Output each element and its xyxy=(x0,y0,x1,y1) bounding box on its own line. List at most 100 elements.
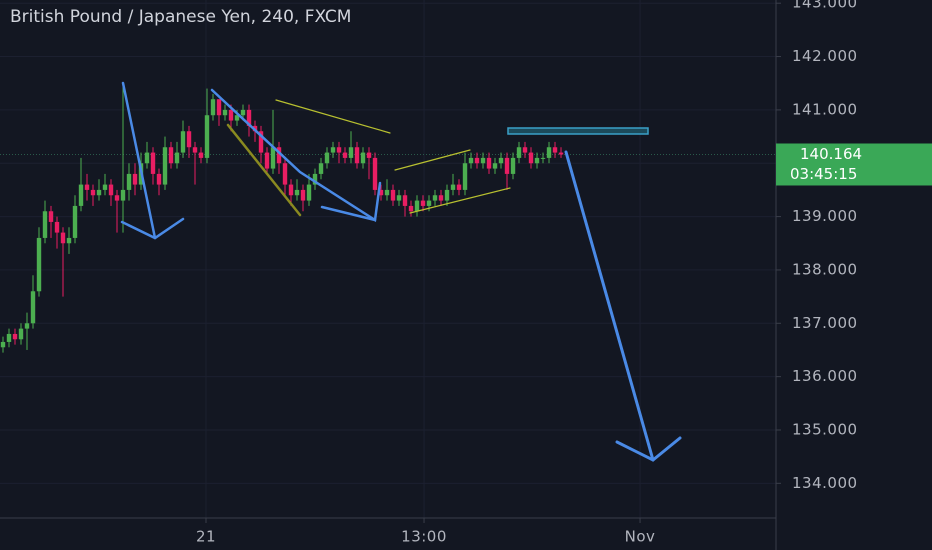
candle-body xyxy=(456,184,462,190)
candle-body xyxy=(474,157,480,164)
candle-body xyxy=(468,157,474,164)
candle-body xyxy=(390,189,396,201)
candles xyxy=(0,83,564,353)
candle-body xyxy=(372,157,378,190)
candle-body xyxy=(510,157,516,174)
candle-body xyxy=(216,99,222,116)
candle-body xyxy=(12,333,18,340)
candle-body xyxy=(204,115,210,158)
candle-body xyxy=(558,152,564,155)
candle-body xyxy=(408,205,414,212)
candle-body xyxy=(330,147,336,153)
candle-body xyxy=(450,184,456,190)
candle-body xyxy=(282,163,288,185)
last-price-label: 140.164 xyxy=(800,145,862,163)
candle-body xyxy=(348,147,354,158)
candle-body xyxy=(294,189,300,196)
candle-body xyxy=(540,157,546,159)
candle-body xyxy=(60,232,66,244)
candle-body xyxy=(534,157,540,164)
candle-body xyxy=(0,341,6,348)
candle-body xyxy=(222,109,228,116)
candle-body xyxy=(426,200,432,206)
candle-body xyxy=(432,195,438,201)
y-tick-label: 137.000 xyxy=(792,314,858,332)
candle-body xyxy=(42,211,48,238)
countdown-label: 03:45:15 xyxy=(790,165,857,183)
candle-body xyxy=(72,205,78,238)
candle-body xyxy=(6,333,12,342)
candle-body xyxy=(438,195,444,201)
candle-body xyxy=(228,109,234,121)
x-tick-label: 13:00 xyxy=(401,528,447,546)
candle-body xyxy=(498,157,504,164)
candle-body xyxy=(102,184,108,190)
y-tick-label: 141.000 xyxy=(792,100,858,118)
y-tick-label: 138.000 xyxy=(792,260,858,278)
candle-body xyxy=(78,184,84,206)
candle-body xyxy=(246,109,252,126)
candle-body xyxy=(486,157,492,169)
last-price-box xyxy=(776,143,932,186)
candle-body xyxy=(384,189,390,196)
candle-body xyxy=(90,189,96,196)
candle-body xyxy=(462,163,468,190)
candle-body xyxy=(108,184,114,196)
candle-body xyxy=(24,323,30,329)
candle-body xyxy=(36,237,42,292)
y-tick-label: 136.000 xyxy=(792,367,858,385)
candle-body xyxy=(132,173,138,185)
candle-body xyxy=(30,291,36,324)
x-tick-label: 21 xyxy=(196,528,216,546)
channel-line xyxy=(394,149,471,171)
candle-body xyxy=(180,131,186,153)
channel-line xyxy=(226,123,302,217)
candle-body xyxy=(516,147,522,158)
candle-body xyxy=(342,152,348,158)
y-tick-label: 143.000 xyxy=(792,0,858,12)
candle-body xyxy=(162,147,168,185)
candle-body xyxy=(396,195,402,201)
candle-body xyxy=(258,131,264,153)
candle-body xyxy=(186,131,192,148)
candle-body xyxy=(522,147,528,153)
resistance-zone xyxy=(507,127,649,135)
candle-body xyxy=(18,328,24,340)
candle-body xyxy=(402,195,408,206)
candle-body xyxy=(198,152,204,158)
axes: 134.000 135.000 136.000 137.000 138.000 139.0… xyxy=(196,0,932,546)
arrow-head xyxy=(615,436,682,462)
candle-body xyxy=(414,200,420,212)
candle-body xyxy=(354,147,360,164)
candle-body xyxy=(444,189,450,201)
candle-body xyxy=(420,200,426,206)
candle-body xyxy=(492,163,498,169)
candle-body xyxy=(210,99,216,116)
trend-line xyxy=(320,205,377,222)
candle-body xyxy=(480,157,486,164)
candle-body xyxy=(264,152,270,169)
candle-body xyxy=(288,184,294,196)
y-tick-label: 134.000 xyxy=(792,474,858,492)
trend-arrow xyxy=(121,81,157,240)
x-tick-label: Nov xyxy=(625,528,656,546)
candle-body xyxy=(324,152,330,164)
candle-body xyxy=(366,152,372,158)
candle-body xyxy=(300,189,306,201)
candle-body xyxy=(54,221,60,233)
candle-body xyxy=(240,109,246,116)
forecast-arrow xyxy=(564,150,655,462)
y-tick-label: 142.000 xyxy=(792,47,858,65)
candle-body xyxy=(84,184,90,190)
candle-body xyxy=(96,189,102,196)
candle-body xyxy=(192,147,198,153)
candle-body xyxy=(546,147,552,158)
candle-body xyxy=(126,173,132,190)
candle-body xyxy=(168,147,174,164)
chart-title: British Pound / Japanese Yen, 240, FXCM xyxy=(10,7,351,27)
candle-body xyxy=(552,147,558,153)
candle-body xyxy=(156,173,162,185)
channel-line xyxy=(409,187,511,214)
candle-body xyxy=(120,189,126,201)
